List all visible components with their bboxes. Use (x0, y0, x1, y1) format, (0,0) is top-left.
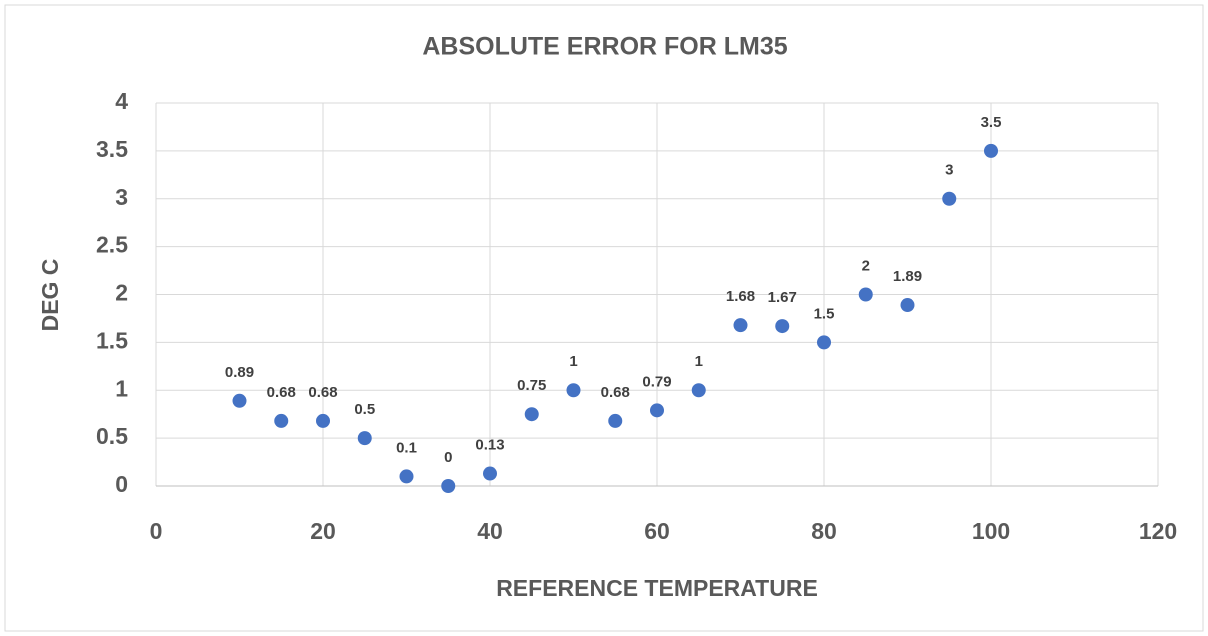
data-label: 1.68 (726, 288, 755, 305)
point (483, 466, 497, 481)
point (232, 393, 247, 408)
data-label: 0.68 (601, 384, 630, 401)
point (942, 191, 957, 206)
point (775, 319, 790, 334)
data-label: 1.5 (814, 305, 835, 322)
data-label: 0.68 (308, 384, 337, 401)
data-label: 0.5 (354, 401, 375, 418)
point (733, 318, 748, 333)
data-label: 0 (444, 449, 452, 466)
y-axis-label: DEG C (37, 259, 63, 332)
x-tick-label: 0 (150, 518, 163, 544)
x-tick-label: 60 (644, 518, 670, 544)
data-label: 1 (569, 353, 577, 370)
x-axis-label: REFERENCE TEMPERATURE (496, 575, 818, 601)
point (650, 403, 664, 418)
y-tick-label: 0.5 (96, 423, 128, 449)
data-label: 0.13 (475, 437, 504, 454)
data-label: 1.67 (768, 289, 797, 306)
point (274, 413, 289, 428)
point (566, 383, 581, 398)
data-label: 2 (862, 257, 870, 274)
x-tick-label: 20 (310, 518, 336, 544)
y-tick-label: 0 (115, 471, 128, 497)
data-label: 0.79 (642, 373, 671, 390)
y-tick-label: 3.5 (96, 136, 128, 162)
data-label: 0.75 (517, 377, 546, 394)
point (691, 383, 706, 398)
point (608, 413, 623, 428)
point (817, 335, 831, 350)
y-tick-label: 1.5 (96, 327, 128, 353)
x-tick-label: 100 (972, 518, 1010, 544)
point (524, 407, 539, 422)
data-label: 3.5 (981, 114, 1002, 131)
y-tick-label: 2 (115, 280, 128, 306)
point (316, 413, 330, 428)
y-tick-label: 1 (115, 375, 128, 401)
data-label: 0.1 (396, 439, 417, 456)
data-label: 0.89 (225, 364, 254, 381)
chart-title: ABSOLUTE ERROR FOR LM35 (422, 33, 787, 61)
data-label: 1 (695, 353, 703, 370)
data-label: 1.89 (893, 268, 922, 285)
point (984, 143, 998, 158)
point (900, 298, 915, 313)
chart-border (4, 4, 1204, 632)
x-tick-label: 40 (477, 518, 503, 544)
point (399, 469, 414, 484)
x-tick-label: 120 (1139, 518, 1177, 544)
point (858, 287, 873, 302)
y-tick-label: 2.5 (96, 232, 128, 258)
data-label: 0.68 (267, 384, 296, 401)
point (357, 431, 372, 446)
data-label: 3 (945, 162, 953, 179)
y-tick-label: 4 (115, 88, 128, 114)
point (441, 479, 456, 493)
x-tick-label: 80 (811, 518, 837, 544)
y-tick-label: 3 (115, 184, 128, 210)
